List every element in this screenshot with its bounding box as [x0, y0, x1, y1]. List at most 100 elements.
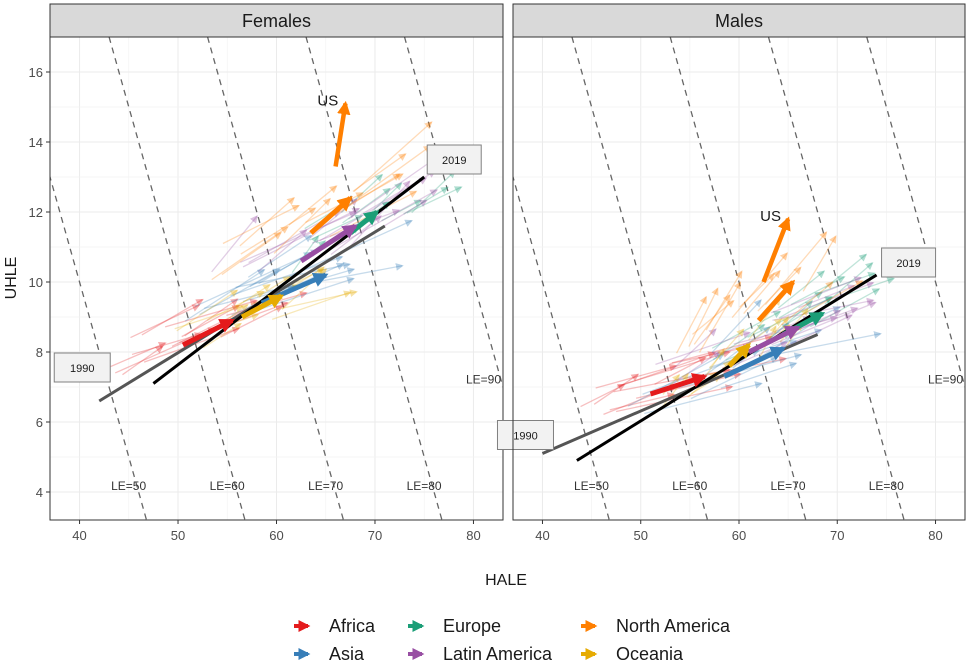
legend-item-asia: Asia [294, 644, 365, 664]
country-arrow [731, 252, 788, 318]
y-tick-label: 4 [36, 485, 43, 500]
facet-title: Females [242, 11, 311, 31]
country-arrow [130, 304, 201, 339]
country-arrow [672, 328, 717, 370]
legend-item-europe: Europe [408, 616, 501, 636]
us-label: US [760, 208, 781, 225]
country-arrow [747, 296, 834, 338]
year-label-1990: 1990 [513, 431, 537, 443]
le-contour-line [767, 37, 905, 520]
us-arrow [761, 216, 791, 283]
x-tick-label: 50 [634, 528, 648, 543]
year-box-1990 [496, 420, 554, 450]
fit-line-2019 [576, 273, 878, 462]
legend-label: North America [616, 616, 731, 636]
country-arrow [352, 153, 407, 192]
country-arrow [240, 211, 358, 263]
country-arrow [381, 199, 423, 222]
country-arrow [676, 295, 707, 354]
country-arrow [406, 186, 463, 214]
country-arrow [659, 372, 689, 410]
country-arrow [781, 281, 834, 326]
country-arrow [122, 345, 164, 376]
x-tick-label: 80 [466, 528, 480, 543]
x-tick-label: 60 [269, 528, 283, 543]
country-arrow [257, 229, 308, 273]
country-arrow [778, 291, 824, 319]
fit-line-1990 [98, 224, 386, 403]
legend-label: Oceania [616, 644, 684, 664]
country-arrow [348, 180, 411, 249]
year-box-2019 [881, 247, 937, 278]
y-axis-title: UHLE [3, 257, 20, 300]
country-arrow [778, 270, 826, 309]
country-arrow [305, 192, 364, 224]
legend: Africa Asia Europe Latin America North Ameri… [294, 616, 731, 664]
country-arrow [174, 304, 244, 330]
country-arrow [772, 297, 875, 321]
country-arrow [688, 287, 719, 347]
country-arrow [609, 392, 676, 411]
x-tick-label: 80 [928, 528, 942, 543]
country-arrow [757, 266, 802, 312]
facet-strip [512, 3, 966, 38]
x-tick-label: 50 [171, 528, 185, 543]
country-arrow [184, 298, 239, 337]
le-label: LE=80 [869, 479, 904, 493]
country-arrow [131, 332, 203, 356]
country-arrow [580, 383, 626, 408]
country-arrow [814, 271, 876, 295]
country-arrow [698, 326, 771, 381]
y-tick-label: 10 [29, 275, 43, 290]
facet-title: Males [715, 11, 763, 31]
region-arrow-asia [723, 346, 786, 379]
country-arrow [692, 299, 735, 335]
le-label: LE=70 [308, 479, 343, 493]
country-arrow [247, 234, 313, 278]
year-box-2019 [426, 144, 482, 175]
region-arrow-africa [649, 373, 708, 397]
country-arrow [654, 356, 707, 385]
country-arrow [780, 281, 875, 319]
panel-grid [50, 37, 503, 520]
le-contour-line [669, 37, 807, 520]
facet-strip [49, 3, 504, 38]
country-arrow [176, 289, 239, 332]
region-arrow-oceania [727, 342, 751, 368]
le-contour-line [50, 174, 148, 520]
y-tick-label: 14 [29, 135, 43, 150]
country-arrow [790, 276, 846, 306]
country-arrow [273, 197, 331, 254]
country-arrow [593, 373, 640, 405]
country-arrow [360, 145, 432, 197]
x-tick-label: 60 [732, 528, 746, 543]
country-arrow [242, 208, 361, 268]
country-arrow [720, 361, 798, 389]
le-contour-line [108, 37, 246, 520]
region-arrow-latin-america [299, 223, 358, 264]
le-label: LE=60 [672, 479, 707, 493]
x-tick-label: 40 [535, 528, 549, 543]
country-arrow [644, 381, 763, 415]
country-arrow [291, 235, 319, 274]
country-arrow [802, 235, 837, 292]
country-arrow [211, 226, 289, 281]
country-arrow [711, 299, 762, 354]
country-arrow [824, 262, 874, 305]
country-arrow [711, 310, 782, 349]
x-tick-label: 70 [830, 528, 844, 543]
year-label-2019: 2019 [442, 155, 466, 167]
legend-label: Latin America [443, 644, 553, 664]
country-arrow [221, 231, 282, 276]
country-arrow [274, 289, 358, 311]
year-label-2019: 2019 [896, 258, 920, 270]
country-arrow [655, 330, 751, 366]
le-label: LE=60 [210, 479, 245, 493]
us-label: US [317, 93, 338, 110]
country-arrow [719, 316, 812, 355]
legend-item-north-america: North America [581, 616, 731, 636]
legend-item-africa: Africa [294, 616, 376, 636]
y-tick-label: 6 [36, 415, 43, 430]
country-arrow [798, 284, 856, 309]
